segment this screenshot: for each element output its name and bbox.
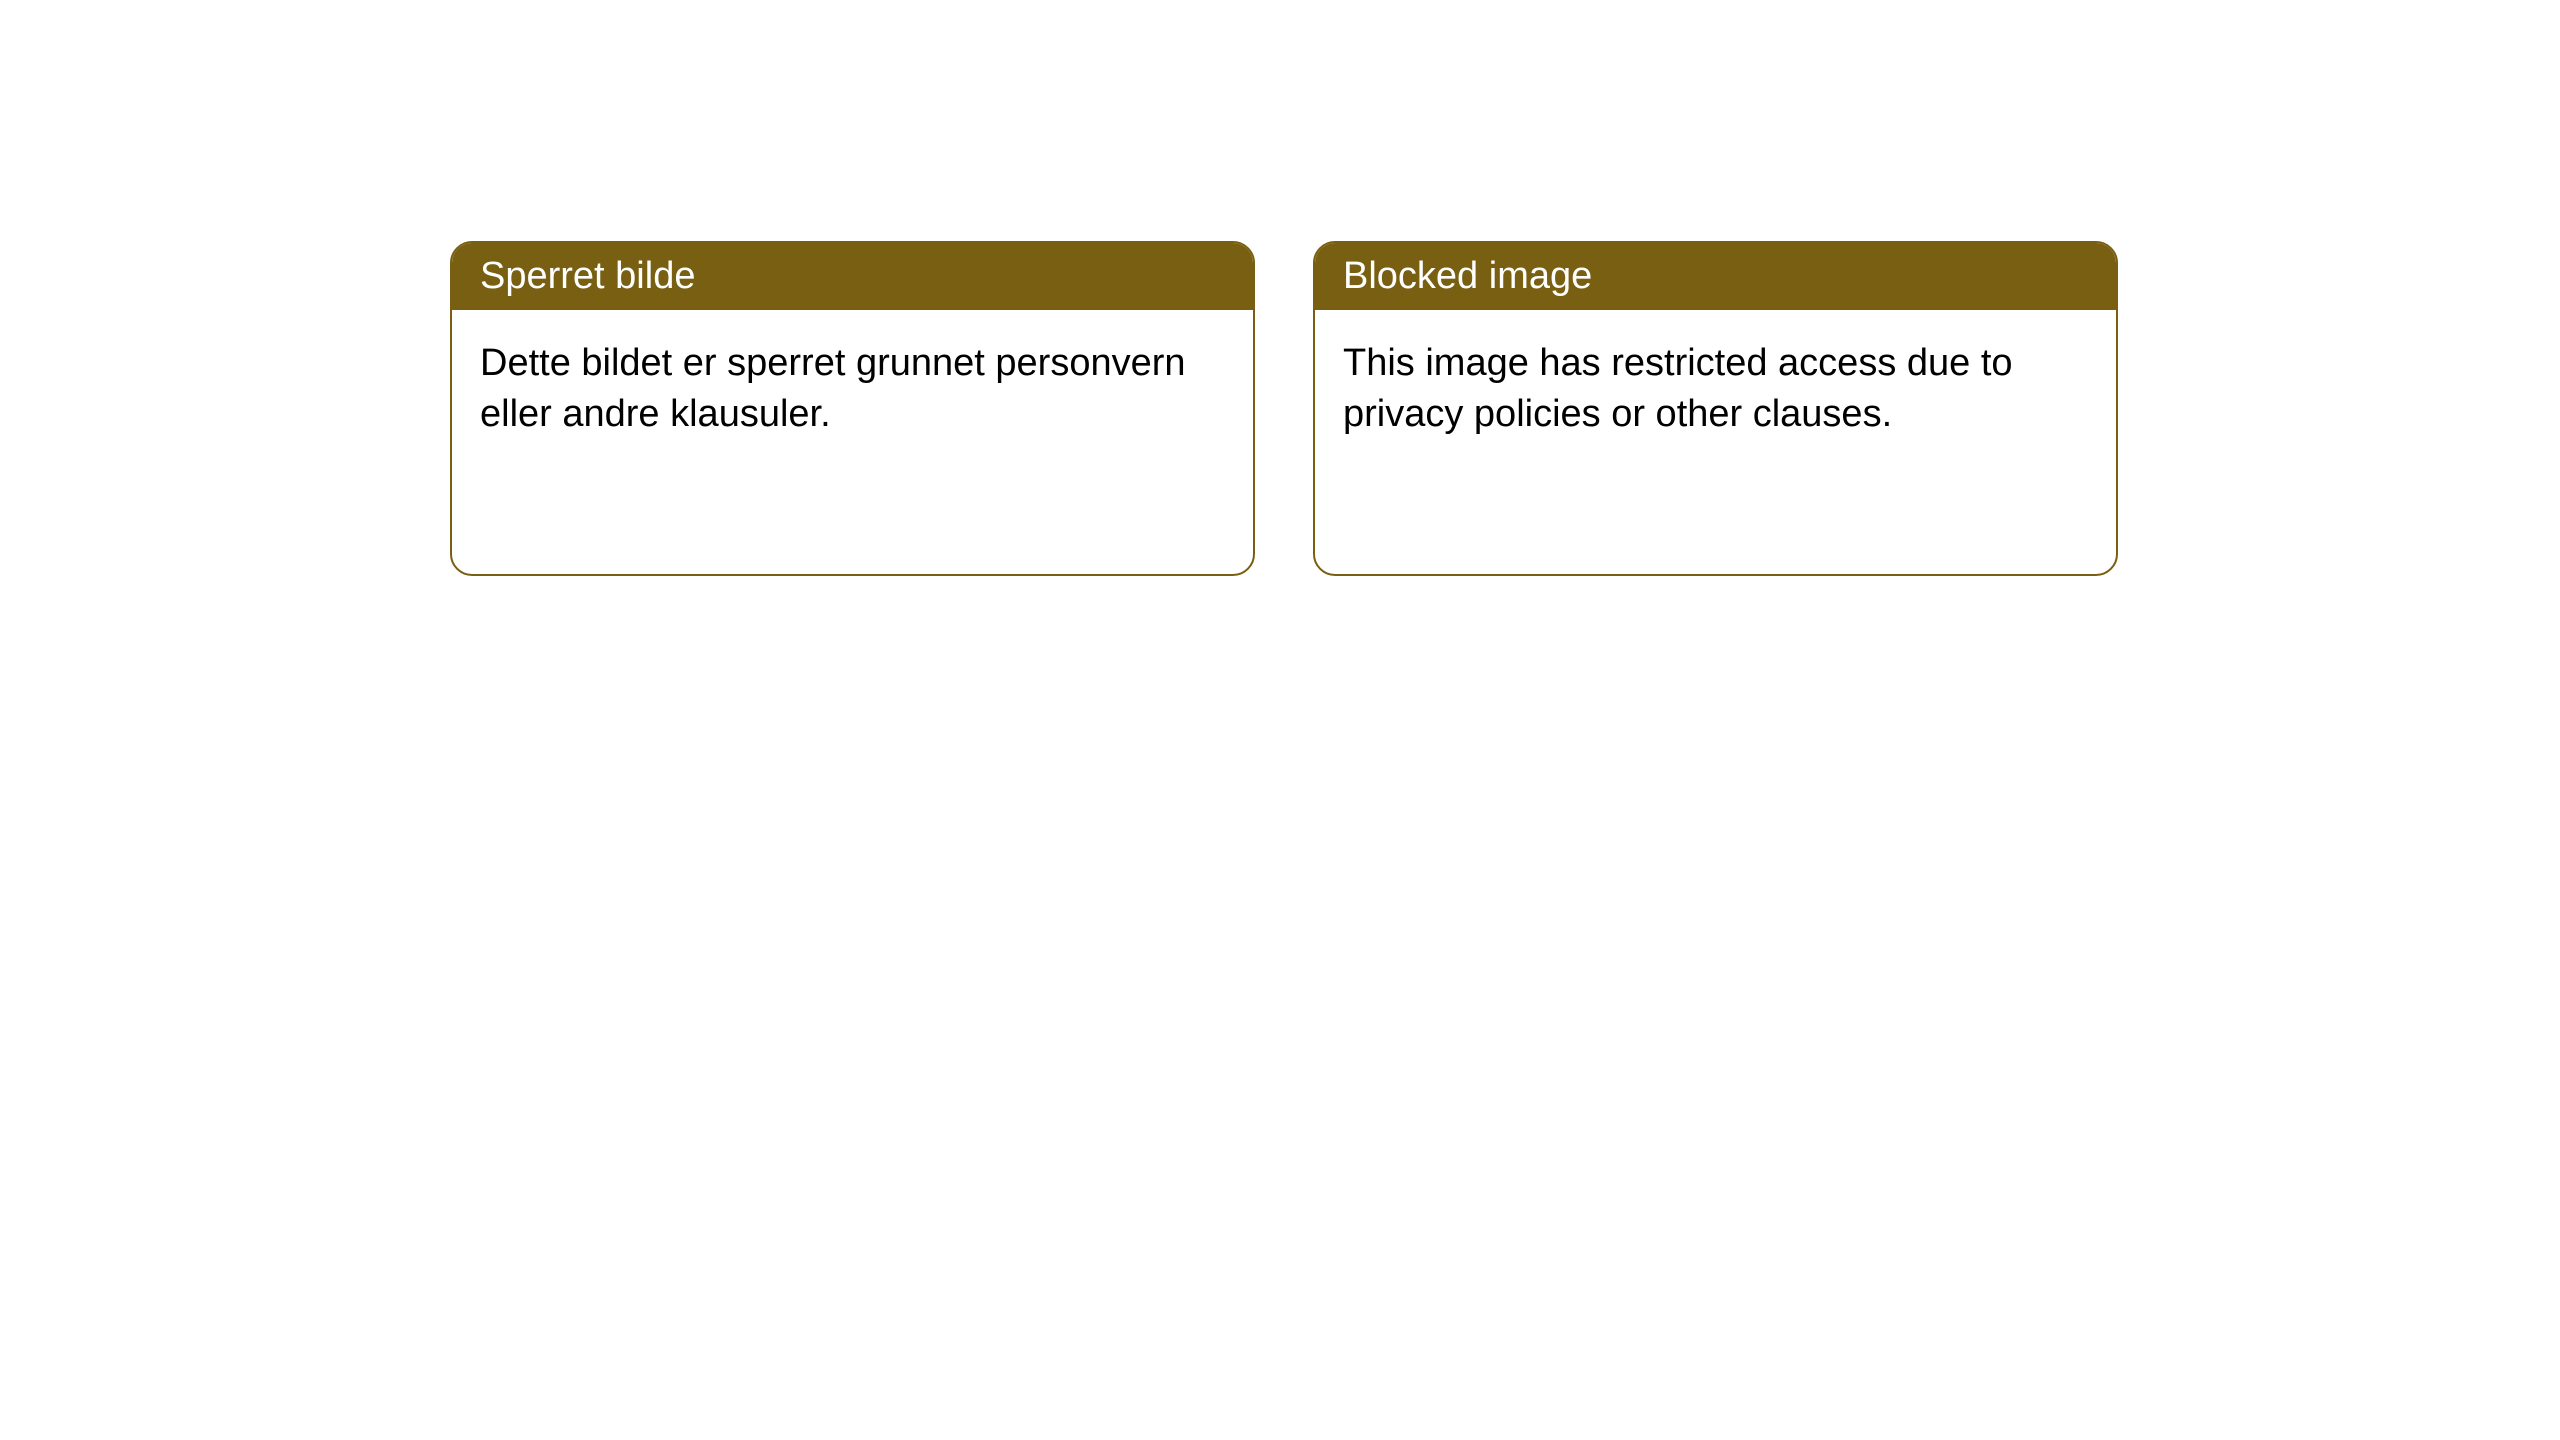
- card-body-text: This image has restricted access due to …: [1343, 342, 2013, 435]
- card-body-text: Dette bildet er sperret grunnet personve…: [480, 342, 1186, 435]
- card-header: Sperret bilde: [452, 243, 1253, 310]
- card-title: Blocked image: [1343, 255, 1592, 297]
- notice-card-english: Blocked image This image has restricted …: [1313, 241, 2118, 576]
- card-body: Dette bildet er sperret grunnet personve…: [452, 310, 1253, 469]
- card-header: Blocked image: [1315, 243, 2116, 310]
- notice-card-norwegian: Sperret bilde Dette bildet er sperret gr…: [450, 241, 1255, 576]
- notice-cards-container: Sperret bilde Dette bildet er sperret gr…: [450, 241, 2118, 576]
- card-title: Sperret bilde: [480, 255, 695, 297]
- card-body: This image has restricted access due to …: [1315, 310, 2116, 469]
